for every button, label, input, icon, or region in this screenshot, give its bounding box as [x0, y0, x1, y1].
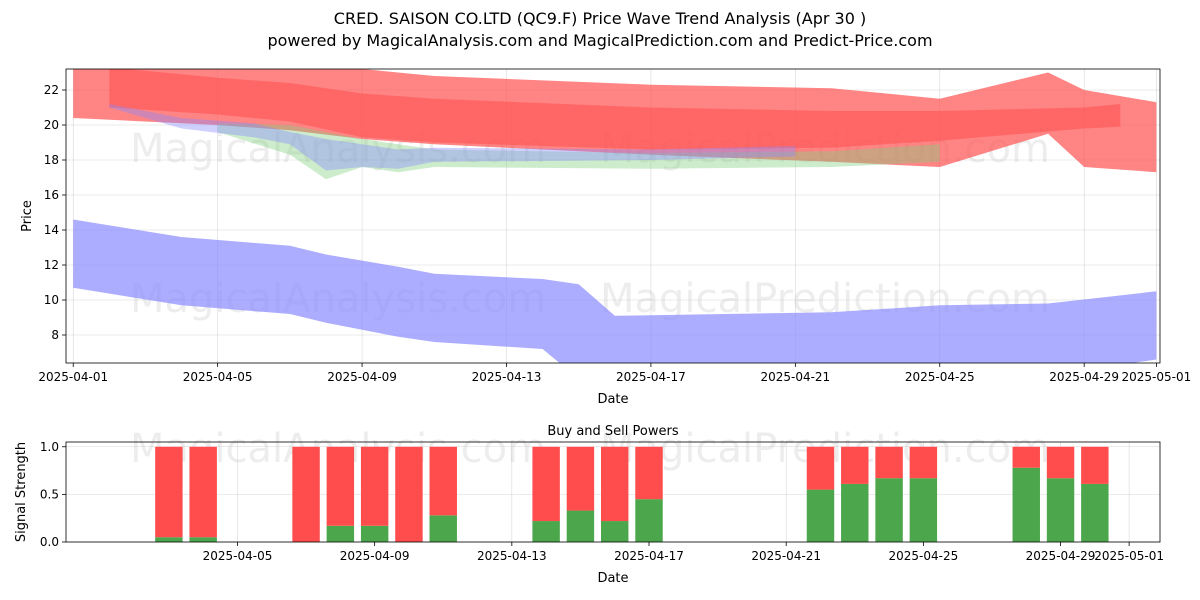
buy-power-bar — [1012, 467, 1040, 542]
price-y-tick-label: 14 — [44, 223, 59, 237]
buy-power-bar — [600, 521, 629, 542]
sell-power-bar — [189, 446, 217, 538]
power-x-tick-label: 2025-04-29 — [1026, 549, 1096, 563]
price-y-tick-label: 22 — [44, 83, 59, 97]
buy-power-bar — [1081, 483, 1109, 542]
price-y-tick-label: 20 — [44, 118, 59, 132]
price-band-4 — [109, 104, 796, 171]
price-x-tick-label: 2025-04-29 — [1049, 370, 1119, 384]
sell-power-bar — [292, 446, 320, 542]
power-y-tick-label: 0.0 — [40, 535, 59, 549]
buy-power-bar — [566, 510, 595, 542]
sell-power-bar — [600, 446, 629, 522]
buy-power-bar — [155, 537, 183, 542]
price-x-tick-label: 2025-04-21 — [760, 370, 830, 384]
power-x-tick-label: 2025-04-21 — [751, 549, 821, 563]
sell-power-bar — [909, 446, 938, 479]
sell-power-bar — [429, 446, 457, 516]
price-y-tick-label: 18 — [44, 153, 59, 167]
price-x-tick-label: 2025-04-09 — [327, 370, 397, 384]
power-x-tick-label: 2025-04-17 — [614, 549, 684, 563]
sell-power-bar — [1081, 446, 1109, 484]
price-y-tick-label: 12 — [44, 258, 59, 272]
power-y-tick-label: 0.5 — [40, 487, 59, 501]
sell-power-bar — [566, 446, 595, 511]
buy-power-bar — [909, 478, 938, 542]
price-band-2 — [109, 69, 1121, 150]
price-x-tick-label: 2025-04-25 — [905, 370, 975, 384]
sell-power-bar — [806, 446, 835, 490]
chart-title: CRED. SAISON CO.LTD (QC9.F) Price Wave T… — [0, 8, 1200, 52]
price-x-tick-label: 2025-04-13 — [472, 370, 542, 384]
buy-power-bar — [326, 525, 355, 542]
price-y-tick-label: 16 — [44, 188, 59, 202]
price-axes-frame — [65, 68, 1161, 364]
sell-power-bar — [1012, 446, 1040, 468]
sell-power-bar — [635, 446, 663, 500]
sell-power-bar — [1046, 446, 1075, 479]
buy-power-bar — [1046, 478, 1075, 542]
sell-power-bar — [875, 446, 903, 479]
price-x-tick-label: 2025-05-01 — [1122, 370, 1192, 384]
power-x-tick-label: 2025-04-05 — [203, 549, 273, 563]
power-x-tick-label: 2025-04-25 — [888, 549, 958, 563]
sell-power-bar — [326, 446, 355, 526]
power-y-axis-label: Signal Strength — [14, 442, 29, 542]
sell-power-bar — [841, 446, 869, 484]
buy-power-bar — [806, 489, 835, 542]
power-x-tick-label: 2025-04-09 — [340, 549, 410, 563]
buy-power-bar — [841, 483, 869, 542]
chart-title-line2: powered by MagicalAnalysis.com and Magic… — [267, 31, 933, 50]
price-x-tick-label: 2025-04-17 — [616, 370, 686, 384]
sell-power-bar — [360, 446, 389, 526]
price-y-axis-label: Price — [20, 200, 35, 232]
price-x-tick-label: 2025-04-01 — [38, 370, 108, 384]
sell-power-bar — [155, 446, 183, 538]
power-y-tick-label: 1.0 — [40, 440, 59, 454]
power-x-axis-label: Date — [597, 571, 628, 586]
sell-power-bar — [532, 446, 560, 522]
buy-power-bar — [189, 537, 217, 542]
buy-power-bar — [429, 515, 457, 542]
price-y-tick-label: 10 — [44, 293, 59, 307]
power-axes-frame — [65, 441, 1161, 543]
power-x-tick-label: 2025-04-13 — [477, 549, 547, 563]
price-band-0 — [73, 219, 1157, 363]
buy-power-bar — [875, 478, 903, 542]
power-x-tick-label: 2025-05-01 — [1094, 549, 1164, 563]
price-bands — [73, 69, 1157, 363]
power-chart-title: Buy and Sell Powers — [547, 424, 678, 439]
price-band-3 — [217, 123, 940, 180]
price-x-axis-label: Date — [597, 392, 628, 407]
buy-power-bar — [532, 521, 560, 542]
price-y-tick-label: 8 — [51, 328, 59, 342]
sell-power-bar — [395, 446, 423, 542]
buy-power-bar — [635, 499, 663, 542]
chart-title-line1: CRED. SAISON CO.LTD (QC9.F) Price Wave T… — [333, 9, 867, 28]
price-x-tick-label: 2025-04-05 — [183, 370, 253, 384]
buy-power-bar — [360, 525, 389, 542]
